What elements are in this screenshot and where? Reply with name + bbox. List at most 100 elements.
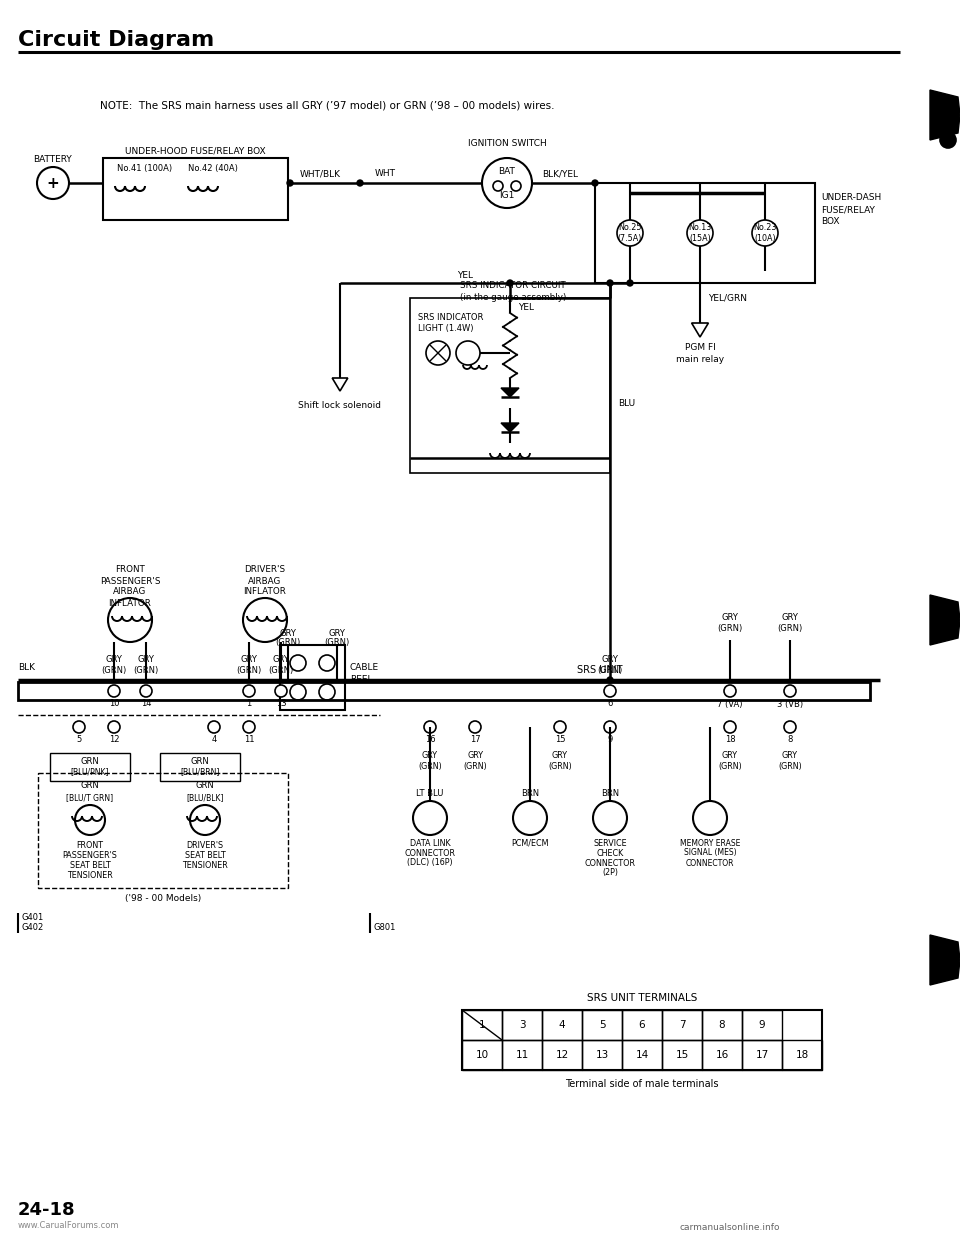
Circle shape <box>513 801 547 835</box>
Text: 18: 18 <box>796 1049 808 1059</box>
Bar <box>702 1010 742 1040</box>
Text: 12: 12 <box>556 1049 568 1059</box>
Text: 12: 12 <box>108 735 119 744</box>
Polygon shape <box>930 935 960 985</box>
Text: GRY: GRY <box>106 656 123 664</box>
Text: SEAT BELT: SEAT BELT <box>70 862 110 871</box>
Circle shape <box>290 655 306 671</box>
Text: (GRN): (GRN) <box>463 761 487 770</box>
Text: 17: 17 <box>756 1049 769 1059</box>
Text: 15: 15 <box>555 735 565 744</box>
Text: (GRN): (GRN) <box>236 666 262 674</box>
Bar <box>582 1040 622 1071</box>
Text: www.CarualForums.com: www.CarualForums.com <box>18 1221 119 1231</box>
Text: (GRN): (GRN) <box>717 623 743 632</box>
Circle shape <box>456 342 480 365</box>
Circle shape <box>784 722 796 733</box>
Text: BAT: BAT <box>498 166 516 175</box>
Text: 18: 18 <box>725 735 735 744</box>
Text: GRN: GRN <box>81 781 100 790</box>
Text: 8: 8 <box>719 1020 726 1030</box>
Text: (in the gauge assembly): (in the gauge assembly) <box>460 293 566 302</box>
Circle shape <box>319 655 335 671</box>
Text: SEAT BELT: SEAT BELT <box>184 852 226 861</box>
Text: TENSIONER: TENSIONER <box>67 872 113 881</box>
Bar <box>50 753 130 781</box>
Text: 10: 10 <box>475 1049 489 1059</box>
Text: 5: 5 <box>599 1020 606 1030</box>
Polygon shape <box>501 424 519 432</box>
Text: GRY: GRY <box>722 614 738 622</box>
Circle shape <box>319 684 335 700</box>
Text: CONNECTOR: CONNECTOR <box>685 858 734 867</box>
Bar <box>38 773 288 888</box>
Text: G401: G401 <box>22 914 44 923</box>
Text: BRN: BRN <box>521 789 540 797</box>
Text: SIGNAL (MES): SIGNAL (MES) <box>684 848 736 857</box>
Text: (GRN): (GRN) <box>779 761 802 770</box>
Text: SRS UNIT: SRS UNIT <box>577 664 623 674</box>
Text: UNDER-HOOD FUSE/RELAY BOX: UNDER-HOOD FUSE/RELAY BOX <box>125 147 266 155</box>
Text: GRY: GRY <box>422 751 438 760</box>
Circle shape <box>140 686 152 697</box>
Text: YEL: YEL <box>518 303 534 313</box>
Text: BLK: BLK <box>18 663 35 672</box>
Text: No.41 (100A): No.41 (100A) <box>117 164 173 173</box>
Text: YEL: YEL <box>457 271 473 279</box>
Circle shape <box>784 686 796 697</box>
Text: main relay: main relay <box>676 355 724 364</box>
Text: GRY: GRY <box>552 751 568 760</box>
Text: 7: 7 <box>679 1020 685 1030</box>
Bar <box>782 1040 822 1071</box>
Text: FRONT: FRONT <box>115 565 145 575</box>
Text: Shift lock solenoid: Shift lock solenoid <box>299 400 381 410</box>
Bar <box>410 298 610 473</box>
Circle shape <box>424 722 436 733</box>
Text: IG1: IG1 <box>499 190 515 200</box>
Polygon shape <box>332 378 348 391</box>
Polygon shape <box>930 595 960 645</box>
Text: SRS UNIT TERMINALS: SRS UNIT TERMINALS <box>587 994 697 1004</box>
Circle shape <box>290 684 306 700</box>
Text: 15: 15 <box>676 1049 688 1059</box>
Text: 3: 3 <box>518 1020 525 1030</box>
Bar <box>622 1010 662 1040</box>
Text: (GRN): (GRN) <box>548 761 572 770</box>
Text: No.13
(15A): No.13 (15A) <box>688 224 711 242</box>
Circle shape <box>604 722 616 733</box>
Circle shape <box>426 342 450 365</box>
Circle shape <box>75 805 105 835</box>
Text: BLU: BLU <box>618 399 636 407</box>
Text: IGNITION SWITCH: IGNITION SWITCH <box>468 139 546 148</box>
Text: CHECK: CHECK <box>596 848 624 857</box>
Text: No.25
(7.5A): No.25 (7.5A) <box>618 224 642 242</box>
Text: GRY: GRY <box>467 751 483 760</box>
Circle shape <box>724 686 736 697</box>
Circle shape <box>940 132 956 148</box>
Text: GRN: GRN <box>191 758 209 766</box>
Circle shape <box>108 686 120 697</box>
Circle shape <box>724 722 736 733</box>
Text: SERVICE: SERVICE <box>593 838 627 847</box>
Text: ('98 - 00 Models): ('98 - 00 Models) <box>125 893 202 903</box>
Text: (GRN): (GRN) <box>778 623 803 632</box>
Bar <box>742 1040 782 1071</box>
Text: (GRN): (GRN) <box>269 666 294 674</box>
Text: (GRN): (GRN) <box>419 761 442 770</box>
Circle shape <box>693 801 727 835</box>
Text: 14: 14 <box>141 699 152 708</box>
Text: (GRN): (GRN) <box>133 666 158 674</box>
Circle shape <box>73 722 85 733</box>
Text: (GRN): (GRN) <box>102 666 127 674</box>
Text: BATTERY: BATTERY <box>34 154 72 164</box>
Text: GRY: GRY <box>279 628 297 637</box>
Text: PGM FI: PGM FI <box>684 344 715 353</box>
Text: 3 (VB): 3 (VB) <box>777 699 804 708</box>
Text: [BLU/BRN]: [BLU/BRN] <box>180 768 220 776</box>
Text: UNDER-DASH: UNDER-DASH <box>821 194 881 202</box>
Bar <box>662 1040 702 1071</box>
Text: [BLU/BLK]: [BLU/BLK] <box>186 794 224 802</box>
Bar <box>502 1010 542 1040</box>
Text: BOX: BOX <box>821 217 839 226</box>
Circle shape <box>627 279 633 286</box>
